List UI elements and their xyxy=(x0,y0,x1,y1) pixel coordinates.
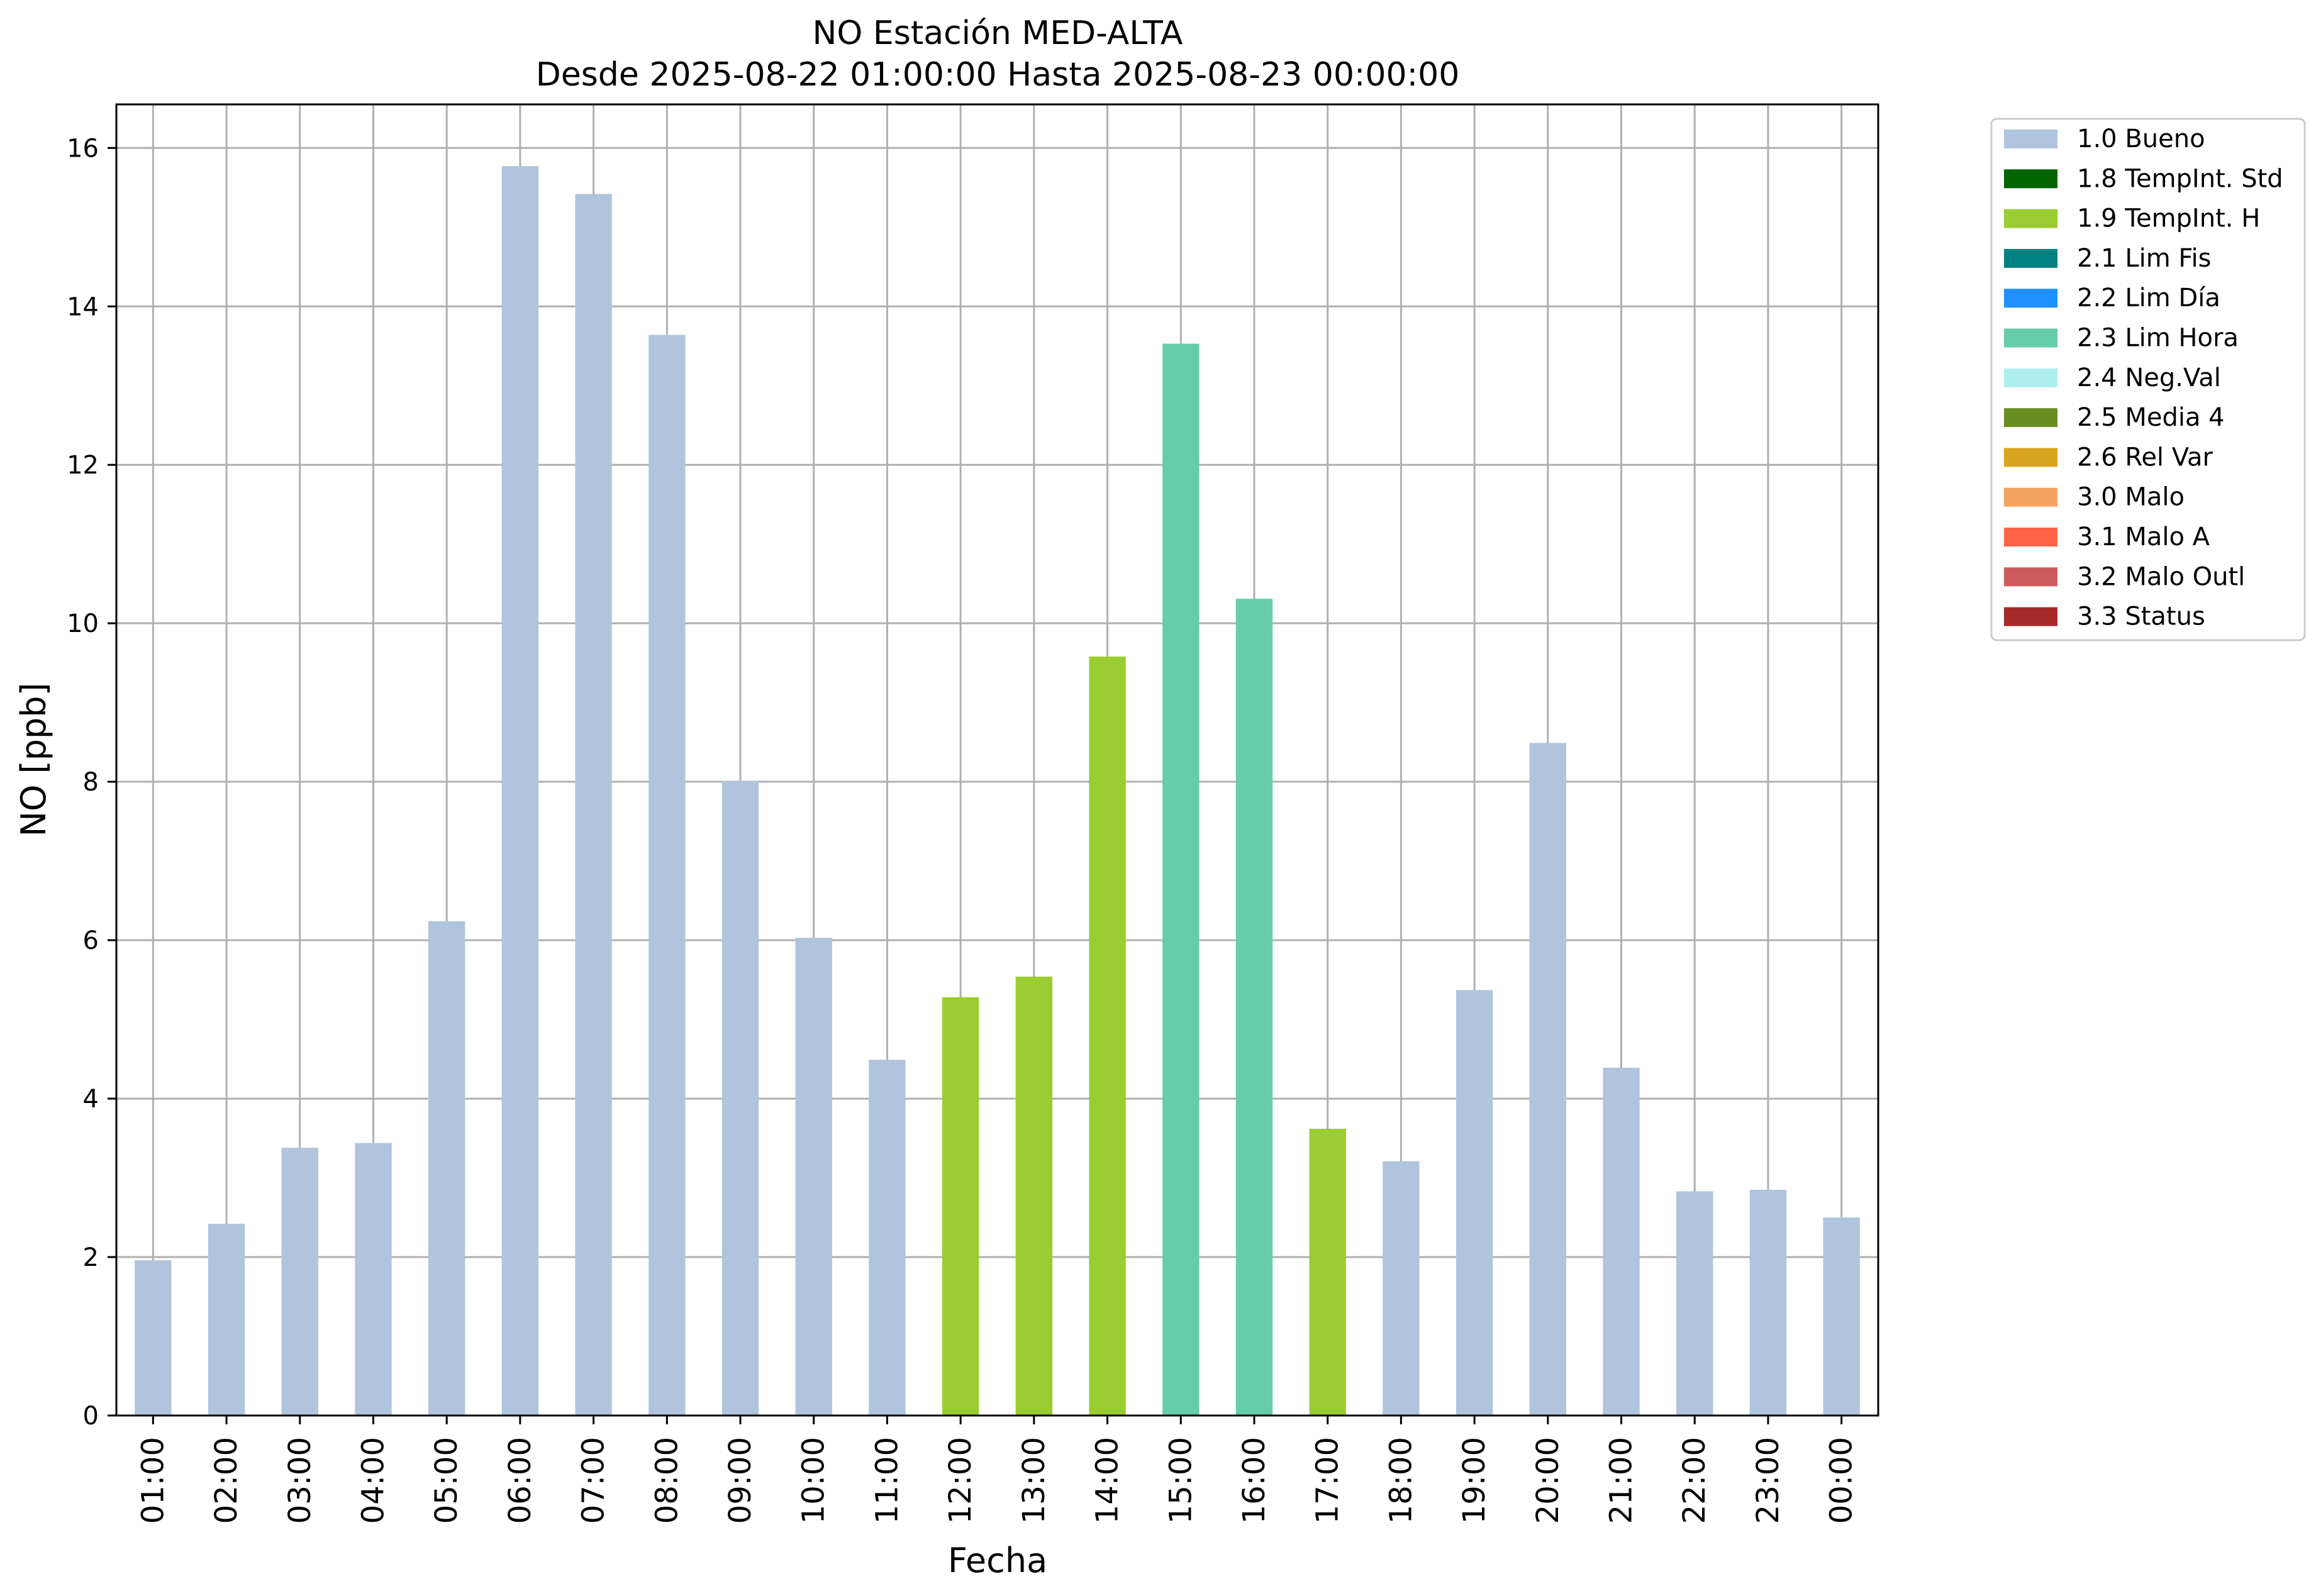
legend-label: 2.3 Lim Hora xyxy=(2077,324,2239,353)
bar-2200 xyxy=(1676,1191,1713,1416)
x-tick-label: 00:00 xyxy=(1824,1437,1859,1524)
x-tick-label: 21:00 xyxy=(1604,1437,1639,1524)
x-tick-label: 12:00 xyxy=(943,1437,978,1524)
bar-0000 xyxy=(1823,1217,1860,1416)
x-axis-label: Fecha xyxy=(948,1541,1047,1580)
x-tick-label: 16:00 xyxy=(1237,1437,1272,1524)
plot-frame xyxy=(115,103,1879,1417)
legend-label: 1.0 Bueno xyxy=(2077,125,2205,153)
x-tick-label: 01:00 xyxy=(135,1437,170,1524)
x-tick-label: 23:00 xyxy=(1751,1437,1786,1524)
y-axis-label: NO [ppb] xyxy=(14,682,53,836)
x-axis: 01:00 02:00 03:00 04:00 05:00 06:00 07:00 08:00… xyxy=(135,1416,1859,1524)
bar-1800 xyxy=(1383,1161,1420,1416)
x-tick-label: 08:00 xyxy=(649,1437,684,1524)
bar-2100 xyxy=(1603,1067,1640,1416)
legend-swatch xyxy=(2004,448,2057,467)
x-tick-label: 14:00 xyxy=(1090,1437,1125,1524)
legend-swatch xyxy=(2004,169,2057,189)
bar-1700 xyxy=(1309,1128,1346,1416)
bar-0800 xyxy=(649,335,686,1416)
bar-0600 xyxy=(501,166,539,1416)
y-tick-label: 10 xyxy=(67,609,99,638)
legend-label: 3.2 Malo Outl xyxy=(2077,562,2245,591)
bar-1900 xyxy=(1456,990,1493,1416)
x-tick-label: 04:00 xyxy=(355,1437,391,1524)
x-tick-label: 13:00 xyxy=(1016,1437,1052,1524)
legend-swatch xyxy=(2004,567,2057,587)
bar-0400 xyxy=(355,1143,392,1416)
legend-label: 3.1 Malo A xyxy=(2077,523,2210,551)
legend-label: 1.8 TempInt. Std xyxy=(2077,164,2283,193)
legend-swatch xyxy=(2004,487,2057,507)
legend-label: 2.2 Lim Día xyxy=(2077,284,2220,313)
x-tick-label: 05:00 xyxy=(429,1437,464,1524)
legend-label: 1.9 TempInt. H xyxy=(2077,204,2260,233)
legend-swatch xyxy=(2004,209,2057,228)
bar-1500 xyxy=(1162,343,1200,1416)
x-tick-label: 10:00 xyxy=(796,1437,832,1524)
bar-0900 xyxy=(721,780,759,1416)
bar-2300 xyxy=(1749,1189,1787,1416)
legend-swatch xyxy=(2004,368,2057,387)
legend-label: 2.5 Media 4 xyxy=(2077,403,2225,432)
legend-swatch xyxy=(2004,328,2057,348)
y-tick-label: 2 xyxy=(83,1243,99,1272)
x-tick-label: 19:00 xyxy=(1457,1437,1492,1524)
x-tick-label: 09:00 xyxy=(723,1437,758,1524)
bar-1600 xyxy=(1235,599,1273,1416)
legend: 1.0 Bueno 1.8 TempInt. Std 1.9 TempInt. H 2… xyxy=(1990,118,2306,641)
y-tick-label: 0 xyxy=(83,1402,99,1431)
legend-swatch xyxy=(2004,528,2057,546)
y-axis: 0 2 4 6 8 10 12 14 16 xyxy=(67,134,116,1431)
x-tick-label: 06:00 xyxy=(503,1437,538,1524)
y-tick-label: 12 xyxy=(67,451,99,480)
legend-swatch xyxy=(2004,130,2057,148)
y-tick-label: 6 xyxy=(83,926,99,955)
x-tick-label: 02:00 xyxy=(209,1437,244,1524)
legend-label: 2.4 Neg.Val xyxy=(2077,363,2221,392)
legend-swatch xyxy=(2004,408,2057,428)
legend-label: 3.0 Malo xyxy=(2077,483,2185,512)
x-tick-label: 17:00 xyxy=(1310,1437,1345,1524)
bar-0500 xyxy=(428,921,465,1416)
bar-2000 xyxy=(1529,743,1566,1416)
bar-1400 xyxy=(1089,657,1126,1416)
y-tick-label: 8 xyxy=(83,768,99,797)
x-tick-label: 18:00 xyxy=(1383,1437,1418,1524)
bar-1000 xyxy=(795,938,832,1416)
bar-0300 xyxy=(281,1148,318,1416)
x-tick-label: 20:00 xyxy=(1530,1437,1566,1524)
x-tick-label: 22:00 xyxy=(1677,1437,1712,1524)
legend-frame xyxy=(1990,118,2306,641)
x-tick-label: 11:00 xyxy=(869,1437,905,1524)
bar-0100 xyxy=(135,1260,172,1416)
y-tick-label: 4 xyxy=(83,1085,99,1114)
y-tick-label: 16 xyxy=(67,134,99,163)
x-tick-label: 03:00 xyxy=(282,1437,318,1524)
bar-0200 xyxy=(208,1224,245,1416)
bar-1300 xyxy=(1015,977,1053,1416)
bar-0700 xyxy=(575,194,612,1416)
legend-label: 2.1 Lim Fis xyxy=(2077,244,2211,273)
x-tick-label: 07:00 xyxy=(576,1437,611,1524)
legend-swatch xyxy=(2004,248,2057,268)
legend-label: 2.6 Rel Var xyxy=(2077,443,2213,472)
legend-swatch xyxy=(2004,289,2057,308)
chart-subtitle: Desde 2025-08-22 01:00:00 Hasta 2025-08-… xyxy=(536,56,1460,94)
chart-title: NO Estación MED-ALTA xyxy=(813,14,1183,52)
bars-layer xyxy=(135,166,1860,1416)
bar-1100 xyxy=(869,1060,906,1416)
legend-label: 3.3 Status xyxy=(2077,602,2205,631)
bar-1200 xyxy=(942,997,979,1416)
y-tick-label: 14 xyxy=(67,292,99,321)
x-tick-label: 15:00 xyxy=(1163,1437,1198,1524)
legend-swatch xyxy=(2004,607,2057,626)
